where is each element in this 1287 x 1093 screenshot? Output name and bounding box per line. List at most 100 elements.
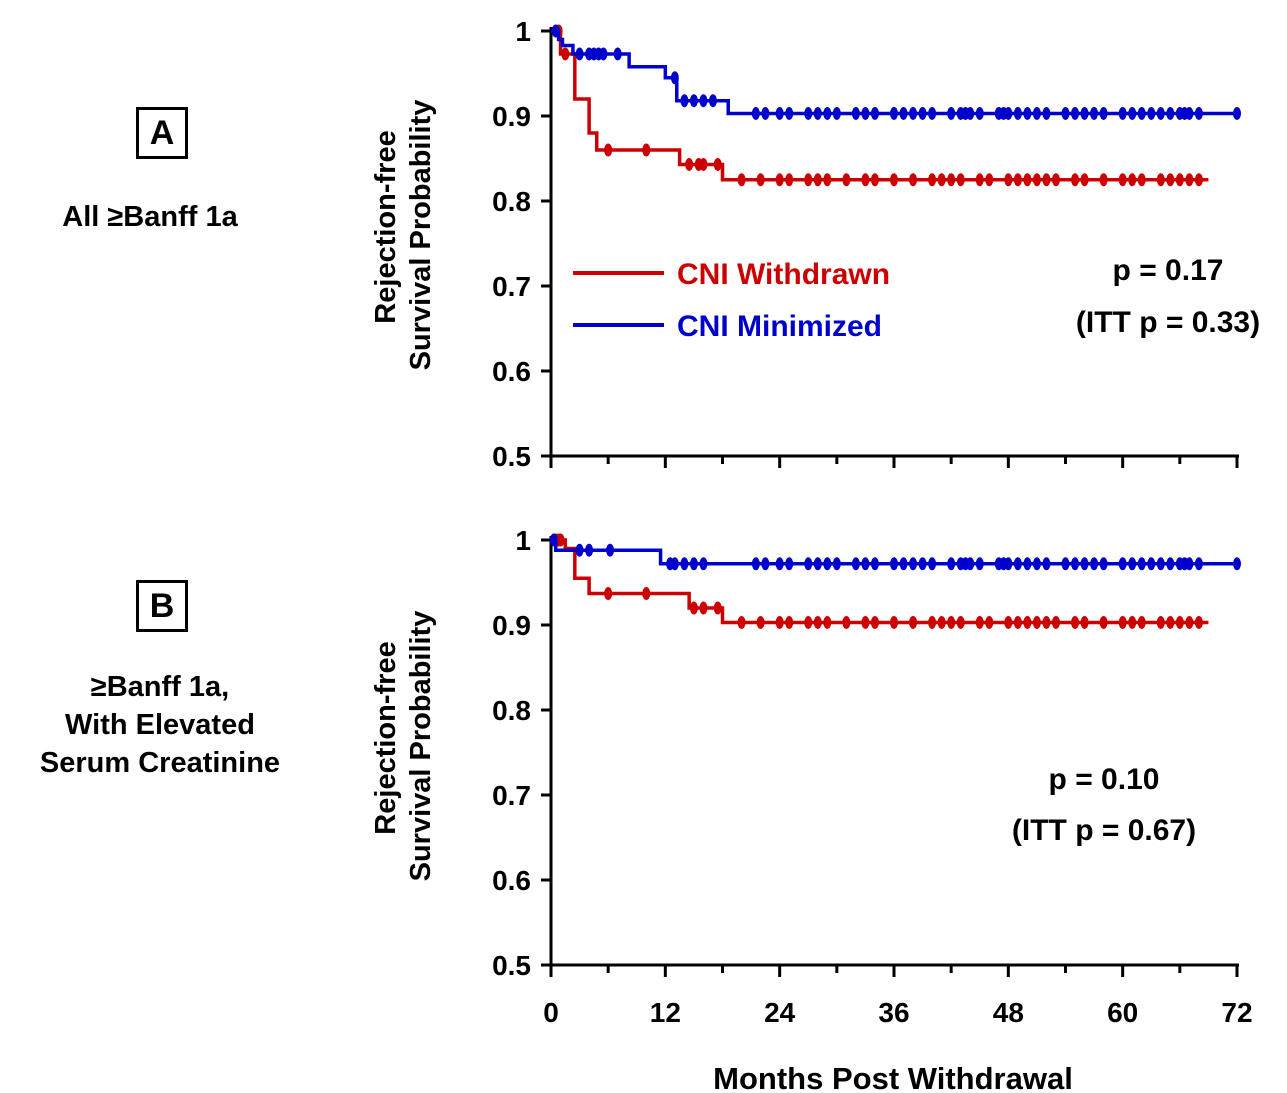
panel-b-description-line: Serum Creatinine: [39, 747, 281, 779]
panel-a-minimized-censor-mark: [928, 106, 937, 120]
panel-a-minimized-curve: [551, 29, 1237, 116]
panel-b-minimized-censor-mark: [761, 557, 770, 571]
panel-b-withdrawn-censor-mark: [689, 601, 698, 615]
panel-b-minimized-censor-mark: [861, 557, 870, 571]
panel-a-minimized-censor-mark: [689, 94, 698, 108]
panel-b-minimized-censor-mark: [1128, 557, 1137, 571]
panel-a-minimized-censor-mark: [1185, 106, 1194, 120]
panel-a-minimized-censor-mark: [699, 94, 708, 108]
panel-b-plot: 0.5 0.6 0.7 0.8 0.9 1 0 12 24 36 48 60 72: [492, 525, 1253, 1028]
panel-a-minimized-censor-mark: [1080, 106, 1089, 120]
panel-a-withdrawn-censor-mark: [756, 173, 765, 187]
panel-b-minimized-censor-mark: [606, 543, 615, 557]
panel-a-withdrawn-censor-mark: [737, 173, 746, 187]
panel-a-withdrawn-censor-mark: [1042, 173, 1051, 187]
panel-a-withdrawn-censor-mark: [1023, 173, 1032, 187]
panel-a-minimized-censor-mark: [1156, 106, 1165, 120]
panel-b-minimized-censor-mark: [1099, 557, 1108, 571]
panel-a-withdrawn-censor-mark: [1156, 173, 1165, 187]
panel-a-withdrawn-censor-mark: [1099, 173, 1108, 187]
panel-a-y-tick-label: 0.9: [492, 101, 531, 132]
panel-b-description-line: With Elevated: [65, 709, 255, 741]
x-tick-label: 48: [993, 997, 1024, 1028]
panel-b-minimized-censor-mark: [851, 557, 860, 571]
panel-b-y-tick-label: 0.8: [492, 695, 531, 726]
panel-b-withdrawn-censor-mark: [804, 615, 813, 629]
panel-a-y-tick-label: 0.8: [492, 186, 531, 217]
panel-b-withdrawn-censor-mark: [947, 615, 956, 629]
panel-b-y-tick-label: 0.9: [492, 610, 531, 641]
panel-a-withdrawn-censor-mark: [975, 173, 984, 187]
panel-b-withdrawn-censor-mark: [604, 587, 613, 601]
panel-a-minimized-censor-mark: [899, 106, 908, 120]
panel-a-withdrawn-curve: [551, 29, 1209, 182]
x-tick-label: 36: [878, 997, 909, 1028]
panel-b-withdrawn-censor-mark: [1080, 615, 1089, 629]
panel-a-withdrawn-censor-mark: [823, 173, 832, 187]
panel-a-minimized-censor-mark: [918, 106, 927, 120]
panel-a-withdrawn-censor-mark: [1194, 173, 1203, 187]
panel-b-withdrawn-censor-mark: [937, 615, 946, 629]
panel-b-minimized-censor-mark: [1185, 557, 1194, 571]
panel-b-withdrawn-censor-mark: [1128, 615, 1137, 629]
panel-b-minimized-censor-mark: [975, 557, 984, 571]
panel-b-withdrawn-censor-mark: [1051, 615, 1060, 629]
panel-b-minimized-censor-mark: [680, 557, 689, 571]
x-tick-label: 0: [543, 997, 559, 1028]
panel-a-withdrawn-censor-mark: [1137, 173, 1146, 187]
panel-b-minimized-censor-mark: [909, 557, 918, 571]
panel-a-y-tick-label: 0.5: [492, 441, 531, 472]
panel-b-minimized-censor-mark: [775, 557, 784, 571]
panel-b-withdrawn-censor-mark: [1137, 615, 1146, 629]
panel-a-minimized-censor-mark: [613, 47, 622, 61]
legend-minimized-label: CNI Minimized: [677, 310, 882, 343]
panel-a-withdrawn-censor-mark: [642, 143, 651, 157]
panel-b-y-tick-label: 0.7: [492, 780, 531, 811]
panel-a-minimized-censor-mark: [1032, 106, 1041, 120]
panel-b-withdrawn-censor-mark: [713, 601, 722, 615]
panel-b-minimized-censor-mark: [1080, 557, 1089, 571]
x-tick-label: 12: [650, 997, 681, 1028]
panel-b-withdrawn-censor-mark: [985, 615, 994, 629]
panel-b-minimized-censor-mark: [699, 557, 708, 571]
panel-a-minimized-censor-mark: [1061, 106, 1070, 120]
panel-a-minimized-censor-mark: [804, 106, 813, 120]
panel-b-minimized-censor-mark: [1023, 557, 1032, 571]
panel-a-y-axis-label-line2: Survival Probability: [405, 100, 437, 371]
panel-b-withdrawn-curve: [551, 538, 1209, 625]
panel-b-withdrawn-censor-mark: [556, 533, 565, 547]
panel-a-withdrawn-censor-mark: [1071, 173, 1080, 187]
panel-b-withdrawn-censor-mark: [775, 615, 784, 629]
panel-a-minimized-censor-mark: [575, 47, 584, 61]
panel-b-withdrawn-censor-mark: [1032, 615, 1041, 629]
panel-a-minimized-censor-mark: [1090, 106, 1099, 120]
panel-a-minimized-censor-mark: [1194, 106, 1203, 120]
panel-a-withdrawn-censor-mark: [604, 143, 613, 157]
panel-a-withdrawn-censor-mark: [842, 173, 851, 187]
panel-a-plot: 0.5 0.6 0.7 0.8 0.9 1: [492, 16, 1241, 472]
panel-a-letter: A: [149, 113, 175, 152]
panel-a-withdrawn-censor-mark: [937, 173, 946, 187]
panel-b-y-tick-label: 0.5: [492, 950, 531, 981]
panel-b-minimized-censor-mark: [1071, 557, 1080, 571]
panel-a-minimized-censor-mark: [890, 106, 898, 120]
panel-a-minimized-censor-mark: [975, 106, 984, 120]
panel-b-minimized-censor-mark: [928, 557, 937, 571]
panel-b-label: B: [136, 580, 188, 632]
panel-a-withdrawn-censor-mark: [1175, 173, 1184, 187]
panel-a-withdrawn-censor-mark: [813, 173, 822, 187]
panel-a-minimized-censor-mark: [1042, 106, 1051, 120]
panel-b-withdrawn-censor-mark: [785, 615, 794, 629]
panel-b-withdrawn-censor-mark: [928, 615, 937, 629]
panel-b-withdrawn-censor-mark: [1042, 615, 1051, 629]
panel-b-minimized-censor-mark: [813, 557, 822, 571]
panel-b-withdrawn-censor-mark: [842, 615, 851, 629]
panel-a-withdrawn-censor-mark: [699, 157, 708, 171]
panel-b-minimized-censor-mark: [1166, 557, 1175, 571]
panel-a-withdrawn-censor-mark: [1032, 173, 1041, 187]
panel-a-minimized-censor-mark: [861, 106, 870, 120]
panel-b-minimized-censor-mark: [1233, 557, 1241, 571]
panel-a-y-tick-label: 1: [515, 16, 531, 47]
panel-a-minimized-censor-mark: [832, 106, 841, 120]
